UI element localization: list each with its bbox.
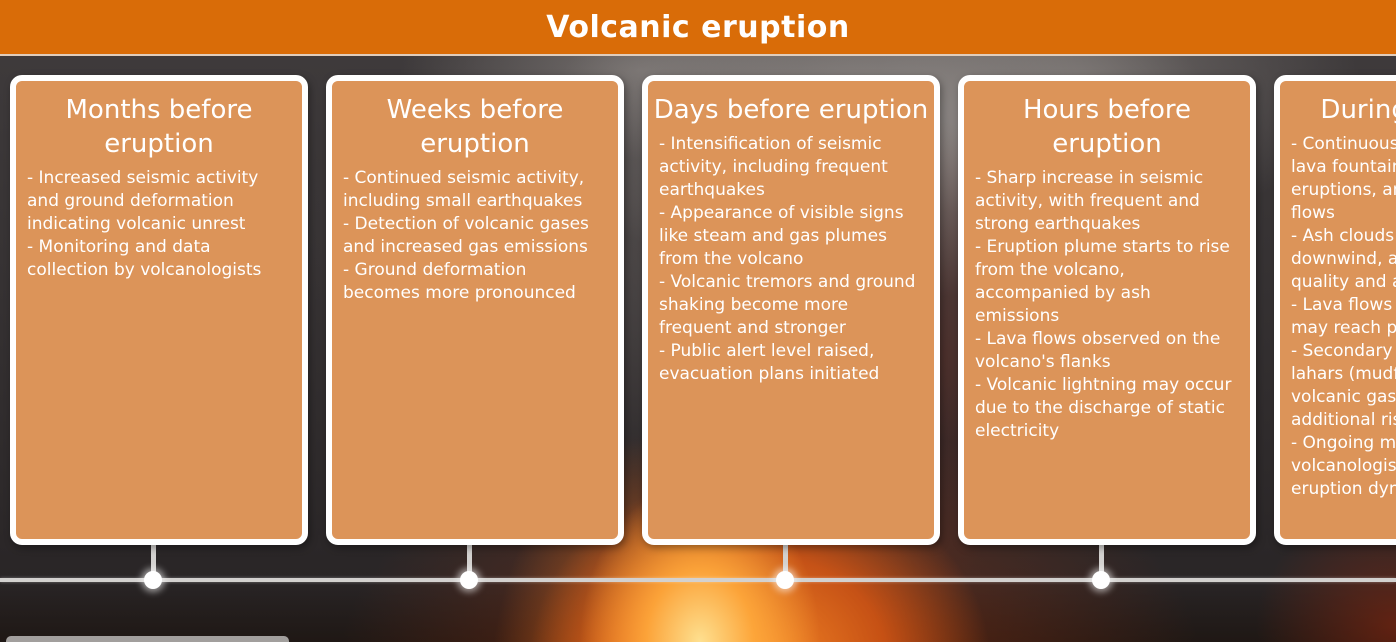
timeline-connector	[1099, 542, 1104, 582]
timeline-connector	[151, 542, 156, 582]
card-title: Weeks before eruption	[386, 95, 564, 159]
header-bar: Volcanic eruption	[0, 0, 1396, 56]
timeline-dot	[460, 571, 478, 589]
timeline-card-days-before: Days before eruption - Intensification o…	[642, 75, 940, 545]
card-title: Months before eruption	[65, 95, 253, 159]
card-body: - Continued seismic activity, including …	[343, 168, 589, 303]
timeline-dot	[1092, 571, 1110, 589]
timeline-dot	[776, 571, 794, 589]
timeline-connector	[467, 542, 472, 582]
page-title: Volcanic eruption	[546, 9, 850, 45]
card-body: - Intensification of seismic activity, i…	[659, 134, 916, 384]
card-title: During eruption	[1320, 95, 1396, 125]
timeline-cards: Months before eruption - Increased seism…	[10, 75, 1396, 545]
horizontal-scrollbar-thumb[interactable]	[6, 636, 289, 642]
card-body: - Continuous eruption with lava fountain…	[1291, 134, 1396, 499]
timeline-card-during-eruption: During eruption - Continuous eruption wi…	[1274, 75, 1396, 545]
timeline-connector	[783, 542, 788, 582]
timeline-card-hours-before: Hours before eruption - Sharp increase i…	[958, 75, 1256, 545]
card-title: Hours before eruption	[1022, 95, 1192, 159]
card-title: Days before eruption	[653, 95, 929, 125]
card-body: - Sharp increase in seismic activity, wi…	[975, 168, 1232, 441]
timeline-line	[0, 578, 1396, 582]
timeline-card-months-before: Months before eruption - Increased seism…	[10, 75, 308, 545]
timeline-dot	[144, 571, 162, 589]
card-body: - Increased seismic activity and ground …	[27, 168, 262, 280]
timeline-card-weeks-before: Weeks before eruption - Continued seismi…	[326, 75, 624, 545]
